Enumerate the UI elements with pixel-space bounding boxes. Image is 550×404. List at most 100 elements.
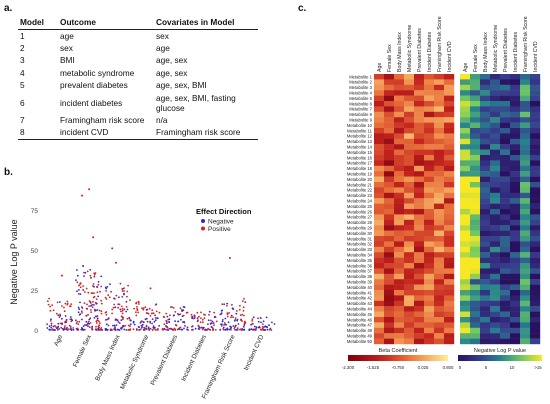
p-cell: [510, 101, 521, 107]
data-point: [260, 321, 262, 324]
p-cell: [530, 279, 541, 285]
p-cell: [510, 273, 521, 280]
data-point: [81, 194, 84, 197]
beta-cell: [424, 182, 435, 188]
header-covariates: Covariates in Model: [154, 15, 258, 30]
p-cell: [480, 317, 491, 323]
beta-cell: [384, 155, 395, 161]
data-point: [112, 306, 115, 309]
data-point: [126, 317, 129, 320]
data-point: [171, 329, 174, 331]
model-covariates: age, sex, BMI: [156, 80, 207, 91]
beta-cell: [424, 290, 435, 296]
data-point: [153, 327, 156, 330]
beta-cell: [384, 241, 395, 247]
p-cell: [480, 322, 491, 328]
p-cell: [490, 101, 501, 107]
model-covariates: age: [156, 43, 170, 54]
p-cell: [500, 122, 511, 129]
data-point: [48, 325, 51, 328]
data-point: [97, 325, 100, 328]
header-model: Model: [18, 15, 58, 30]
beta-cell: [374, 252, 385, 258]
data-point: [48, 328, 51, 331]
beta-cell: [374, 133, 385, 139]
data-point: [236, 318, 239, 321]
beta-cell: [384, 133, 395, 139]
data-point: [161, 328, 164, 330]
data-point: [121, 295, 124, 298]
data-point: [147, 326, 150, 329]
legend-marker: [201, 219, 205, 223]
data-point: [231, 303, 233, 306]
row-label: Metabolite 47: [347, 323, 373, 328]
beta-cell: [424, 230, 435, 237]
beta-cell: [404, 74, 415, 80]
beta-cell: [404, 219, 415, 226]
data-point: [268, 324, 270, 327]
data-point: [165, 319, 168, 322]
beta-cell: [394, 171, 405, 177]
data-point: [202, 321, 204, 323]
beta-cell: [404, 317, 415, 323]
data-point: [208, 310, 211, 313]
data-point: [232, 316, 235, 319]
beta-cell: [444, 327, 455, 334]
p-cell: [520, 101, 531, 107]
data-point: [52, 325, 55, 328]
data-point: [120, 315, 123, 318]
p-cell: [500, 95, 511, 102]
data-point: [87, 313, 89, 316]
data-point: [107, 318, 109, 320]
row-label: Metabolite 32: [347, 242, 373, 247]
p-cell: [500, 225, 511, 231]
p-cell: [480, 203, 491, 210]
data-point: [64, 325, 66, 327]
beta-cell: [384, 306, 395, 312]
p-cell: [500, 74, 511, 80]
data-point: [133, 323, 136, 326]
beta-cell: [444, 155, 455, 161]
beta-cell: [414, 149, 425, 156]
data-point: [180, 318, 182, 321]
data-point: [219, 329, 222, 331]
data-point: [142, 321, 145, 324]
data-point: [270, 329, 273, 331]
data-point: [142, 307, 145, 309]
p-cell: [520, 176, 531, 183]
beta-cell: [434, 203, 445, 210]
p-cell: [490, 295, 501, 301]
data-point: [78, 308, 81, 311]
data-point: [179, 313, 182, 316]
beta-cell: [384, 192, 395, 199]
p-cell: [480, 133, 491, 139]
beta-cell: [404, 133, 415, 139]
y-axis-label: Negative Log P value: [9, 219, 19, 304]
p-cell: [510, 268, 521, 274]
data-point: [158, 325, 161, 327]
data-point: [266, 328, 269, 331]
y-tick-label: 0: [34, 328, 38, 335]
data-point: [117, 303, 120, 306]
data-point: [105, 313, 108, 316]
beta-cell: [414, 106, 425, 112]
data-point: [123, 308, 126, 310]
beta-cell: [414, 306, 425, 312]
data-point: [49, 305, 51, 308]
beta-cell: [374, 279, 385, 285]
beta-cell: [424, 192, 435, 199]
data-point: [90, 305, 92, 307]
p-cell: [510, 300, 521, 307]
beta-cell: [384, 257, 395, 264]
data-point: [201, 318, 204, 321]
beta-cell: [394, 311, 405, 318]
beta-cell: [374, 106, 385, 112]
beta-cell: [374, 117, 385, 123]
panel-b-label: b.: [4, 167, 13, 178]
p-cell: [490, 263, 501, 269]
data-point: [132, 328, 135, 331]
data-point: [243, 324, 246, 326]
model-number: 7: [20, 114, 25, 125]
p-cell: [480, 165, 491, 172]
model-outcome: incident CVD: [58, 126, 154, 140]
